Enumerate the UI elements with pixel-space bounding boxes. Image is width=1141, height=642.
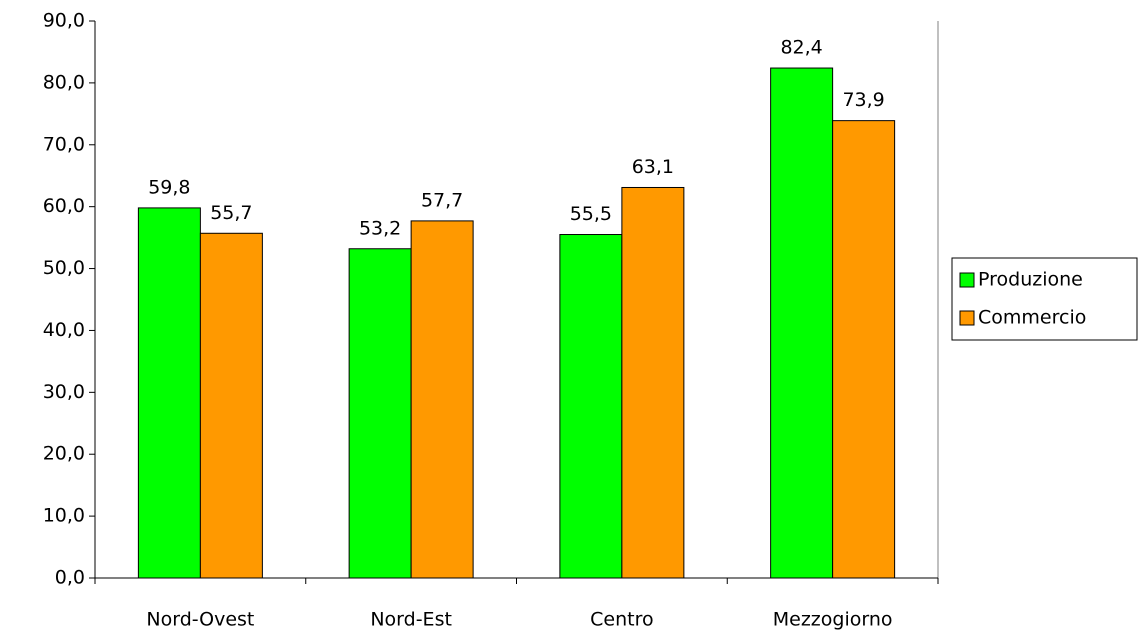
value-label: 73,9 — [842, 89, 884, 111]
x-tick-label: Mezzogiorno — [773, 609, 893, 631]
legend-swatch — [959, 272, 975, 288]
y-tick-label: 50,0 — [43, 257, 85, 279]
legend-swatch — [959, 310, 975, 326]
legend-box — [951, 257, 1138, 341]
bar — [770, 67, 834, 579]
bar — [199, 232, 263, 579]
legend-label: Produzione — [978, 269, 1083, 291]
y-tick-label: 10,0 — [43, 505, 85, 527]
y-tick-label: 30,0 — [43, 381, 85, 403]
value-label: 63,1 — [632, 156, 674, 178]
value-label: 55,7 — [210, 202, 252, 224]
x-tick-label: Centro — [590, 609, 653, 631]
y-tick-label: 70,0 — [43, 133, 85, 155]
y-tick-label: 40,0 — [43, 319, 85, 341]
value-label: 55,5 — [570, 203, 612, 225]
y-tick-label: 20,0 — [43, 443, 85, 465]
bar — [137, 207, 201, 579]
bar — [410, 220, 474, 579]
y-tick-label: 60,0 — [43, 195, 85, 217]
x-tick-label: Nord-Est — [370, 609, 452, 631]
value-label: 57,7 — [421, 189, 463, 211]
bar — [621, 186, 685, 579]
y-tick-label: 80,0 — [43, 71, 85, 93]
value-label: 59,8 — [148, 176, 190, 198]
bar — [348, 248, 412, 579]
y-tick-label: 0,0 — [55, 567, 85, 589]
bar — [559, 234, 623, 579]
bar — [832, 120, 896, 579]
value-label: 82,4 — [780, 37, 822, 59]
x-tick-label: Nord-Ovest — [146, 609, 254, 631]
y-tick-label: 90,0 — [43, 10, 85, 32]
value-label: 53,2 — [359, 217, 401, 239]
legend-label: Commercio — [978, 307, 1086, 329]
